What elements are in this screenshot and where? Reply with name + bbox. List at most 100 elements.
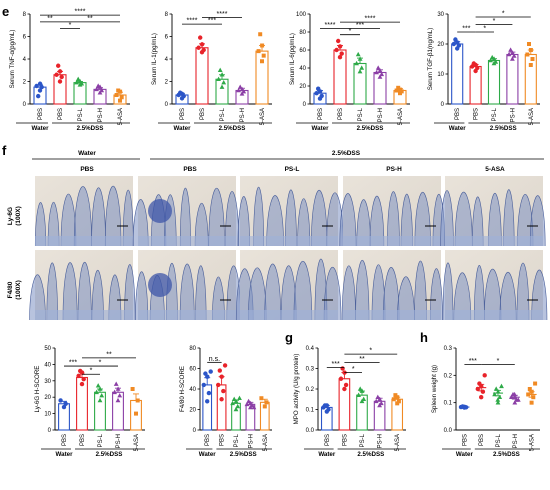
histology-villus (132, 199, 149, 247)
category-label-4: 5-ASA (530, 434, 536, 451)
y-tick-label: 0.1 (444, 401, 453, 407)
significance-label-2: * (493, 18, 496, 25)
y-axis-label: Serum IL-1(pg/mL) (151, 33, 158, 85)
histology-villus (179, 263, 195, 321)
panel-letter-e: e (2, 4, 9, 19)
histology-villus (29, 274, 46, 321)
data-point (203, 371, 208, 376)
significance-label-1: * (352, 366, 355, 373)
category-label-2: PS-L (78, 107, 84, 121)
data-point (493, 59, 499, 64)
data-point (63, 401, 68, 406)
data-point (526, 392, 531, 397)
histology-villus (488, 192, 502, 247)
data-point (378, 400, 384, 406)
y-tick-label: 20 (189, 408, 196, 414)
data-point (343, 382, 349, 388)
data-point (235, 403, 241, 409)
data-point (95, 383, 101, 388)
data-point (337, 44, 343, 49)
histology-muscularis (35, 310, 133, 320)
y-tick-label: 0.4 (306, 346, 315, 352)
chart-1: 0 2 4 6 8 Serum IL-1(pg/mL) PBS PBS PS-L PS-H 5-AS… (151, 11, 272, 132)
data-point (95, 83, 101, 88)
significance-label-3: * (502, 11, 505, 18)
histology-villus (62, 262, 78, 321)
chart-3: 0 10 20 30 Serum TGF-β1(ng/mL) PBS PBS PS-L PS-H… (427, 11, 540, 132)
histology-villus (124, 264, 136, 321)
y-axis-label: Serum TGF-β1(ng/mL) (427, 28, 434, 91)
y-tick-label: 20 (299, 84, 306, 90)
significance-label-0: *** (462, 26, 470, 33)
data-point (354, 60, 359, 66)
data-point (379, 71, 385, 77)
group-label-water: Water (456, 451, 474, 458)
category-label-4: 5-ASA (118, 108, 124, 125)
category-label-2: PS-L (358, 107, 364, 121)
histology-villus (212, 276, 225, 321)
histology-villus (285, 189, 297, 247)
data-point (221, 80, 227, 85)
data-point (37, 88, 43, 93)
category-label-0: PBS (62, 434, 68, 446)
data-point (97, 84, 103, 89)
data-point (374, 69, 379, 75)
category-label-3: PS-H (98, 108, 104, 122)
data-point (239, 91, 245, 96)
histology-col-pbs-dss: PBS (183, 166, 197, 173)
histology-villus (293, 260, 313, 321)
y-tick-label: 0.0 (306, 428, 315, 434)
data-point (61, 404, 67, 410)
data-point (482, 373, 487, 378)
group-label-dss: 2.5%DSS (493, 451, 520, 458)
significance-label-1: * (349, 28, 352, 35)
significance-label-1: * (90, 368, 93, 375)
histology-col-ps-l: PS-L (285, 166, 300, 173)
group-label-dss: 2.5%DSS (77, 125, 104, 132)
histology-muscularis (343, 236, 441, 246)
histology-villus (104, 185, 122, 247)
histology-villus (253, 186, 265, 247)
y-axis-label: Ly-6G H-SCORE (34, 366, 41, 413)
data-point (230, 400, 235, 406)
data-point (134, 411, 138, 416)
y-tick-label: 0 (23, 102, 27, 108)
data-point (262, 404, 267, 409)
histology-villus (237, 196, 250, 247)
bar-4 (524, 53, 537, 105)
histology-muscularis (138, 236, 236, 246)
histology-villus (387, 191, 400, 247)
data-point (216, 382, 221, 388)
data-point (322, 403, 328, 408)
significance-label-3: **** (365, 16, 376, 23)
data-point (219, 397, 224, 402)
data-point (116, 88, 121, 93)
y-tick-label: 100 (296, 12, 307, 18)
category-label-4: 5-ASA (263, 434, 269, 451)
data-point (256, 49, 261, 54)
histology-row-ly6g-line2: (100X) (15, 206, 22, 226)
bar-3 (506, 53, 519, 105)
histology-col-5-asa: 5-ASA (485, 166, 505, 173)
group-label-dss: 2.5%DSS (230, 451, 257, 458)
chart-4: 0 10 20 30 40 50 Ly-6G H-SCORE PBS PBS PS-L PS-H 5-… (34, 346, 145, 458)
histology-villus (73, 186, 92, 247)
chart-2: 0 20 40 60 80 100 Serum IL-6(pg/mL) PBS PBS PS-L P… (289, 12, 410, 132)
histology-muscularis (445, 310, 543, 320)
bar-1 (53, 74, 67, 105)
data-point (377, 74, 383, 79)
panel-letter-h: h (420, 330, 428, 345)
category-label-1: PBS (200, 108, 206, 120)
group-label-water: Water (199, 451, 217, 458)
histology-row-f480-line2: (100X) (15, 280, 22, 300)
histology-villus (311, 189, 328, 247)
data-point (471, 61, 476, 66)
y-tick-label: 80 (299, 30, 306, 36)
data-point (57, 69, 63, 74)
y-axis-label: Serum TNF-α(pg/mL) (9, 30, 16, 89)
group-label-water: Water (174, 125, 192, 132)
category-label-0: PBS (455, 108, 461, 120)
significance-label-2: ** (359, 356, 365, 363)
significance-label-2: **** (217, 11, 228, 18)
data-point (531, 395, 536, 400)
